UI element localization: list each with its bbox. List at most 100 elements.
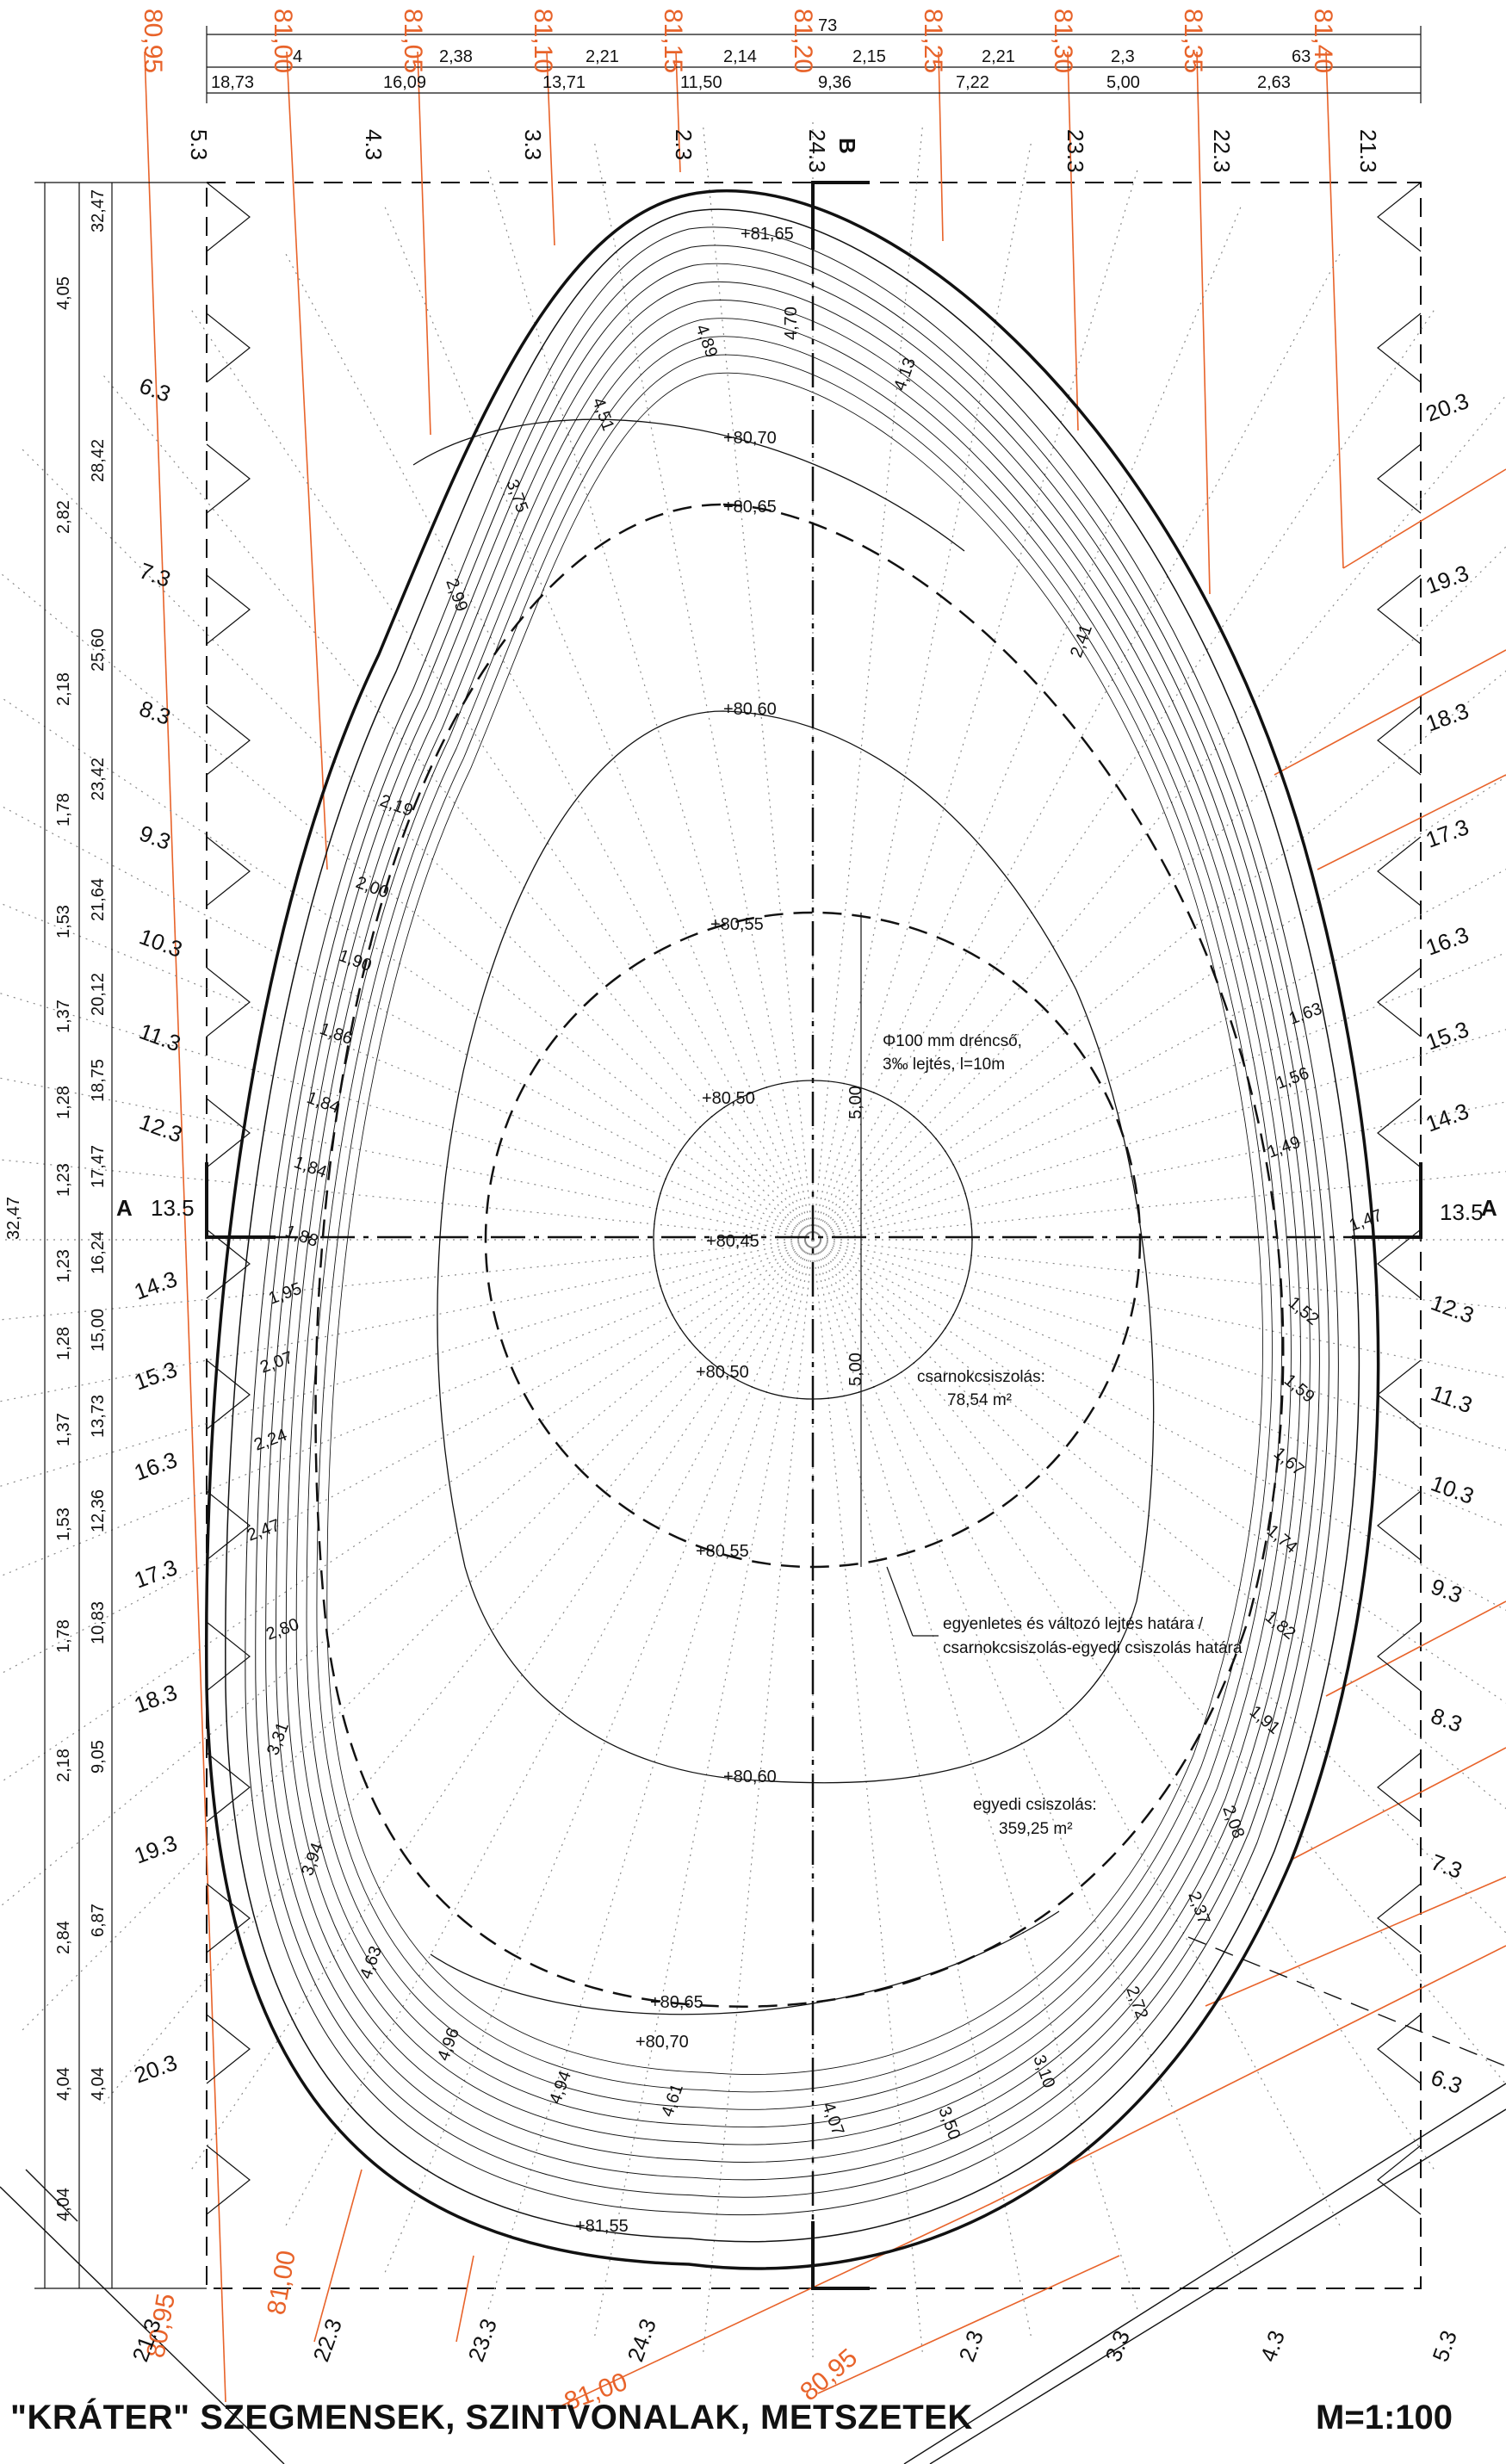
radial-ray bbox=[702, 1239, 814, 2354]
top-dimension-value: 2,63 bbox=[1257, 73, 1291, 92]
segment-tick-left bbox=[206, 967, 251, 1037]
right-segment-label: 20.3 bbox=[1422, 387, 1472, 427]
radial-ray bbox=[383, 205, 814, 1241]
left-dimension-value: 1,78 bbox=[54, 793, 73, 826]
right-segment-label: 17.3 bbox=[1422, 814, 1472, 853]
hall-area-label: csarnokcsiszolás: bbox=[917, 1368, 1045, 1386]
bottom-level-label: 81,00 bbox=[262, 2249, 301, 2318]
segment-tick-left bbox=[206, 836, 251, 907]
radial-depth-label: 1,88 bbox=[282, 1222, 320, 1251]
radial-depth-label: 4,07 bbox=[818, 2100, 847, 2138]
segment-tick-right bbox=[1377, 1098, 1422, 1168]
left-dimension-value: 4,04 bbox=[54, 2067, 73, 2101]
left-dimension-value: 2,18 bbox=[54, 1749, 73, 1782]
left-dimension-value: 1,53 bbox=[54, 905, 73, 938]
segment-tick-left bbox=[206, 1752, 251, 1823]
segment-tick-left bbox=[206, 1490, 251, 1561]
left-dimension-value: 21,64 bbox=[89, 878, 108, 921]
radial-ray bbox=[812, 1239, 1506, 1378]
top-level-label: 81,30 bbox=[1049, 9, 1077, 73]
bottom-segment-label: 3.3 bbox=[1100, 2327, 1135, 2365]
left-dimension-value: 2,18 bbox=[54, 672, 73, 706]
radial-ray bbox=[0, 1239, 814, 1577]
radial-ray bbox=[812, 308, 1435, 1241]
top-dimension-value: 63 bbox=[1292, 47, 1311, 66]
segment-tick-right bbox=[1377, 574, 1422, 645]
left-dimension-value: 4,04 bbox=[89, 2067, 108, 2101]
segment-tick-left bbox=[206, 182, 251, 252]
left-dimension-value: 1,53 bbox=[54, 1507, 73, 1541]
top-dimension-value: 11,50 bbox=[680, 73, 722, 92]
radial-ray bbox=[812, 1239, 1506, 1309]
segment-tick-right bbox=[1377, 182, 1422, 252]
radial-ray bbox=[812, 1171, 1506, 1241]
radial-depth-label: 1,86 bbox=[317, 1019, 355, 1049]
top-segment-label: 22.3 bbox=[1209, 129, 1235, 173]
crater-outer-outline-2 bbox=[225, 208, 1360, 2243]
segment-tick-left bbox=[206, 1098, 251, 1168]
radial-ray bbox=[812, 1239, 1342, 2227]
top-level-label: 81,20 bbox=[789, 9, 817, 73]
radial-ray bbox=[702, 126, 814, 1241]
radial-depth-label: 2,41 bbox=[1067, 622, 1096, 660]
radial-depth-label: 3,50 bbox=[934, 2104, 964, 2142]
dimension-500-lower: 5,00 bbox=[846, 1353, 865, 1386]
contour-ring bbox=[285, 300, 1301, 2145]
segment-tick-right bbox=[1377, 1490, 1422, 1561]
top-dimension-row2: 18,73 16,09 13,71 11,50 9,36 7,22 5,00 2,63 bbox=[211, 73, 1291, 92]
bottom-segment-label: 4.3 bbox=[1255, 2327, 1290, 2365]
right-segment-label: 16.3 bbox=[1422, 921, 1472, 961]
boundary-note-line1: egyenletes és változó lejtés határa / bbox=[943, 1615, 1204, 1633]
radial-ray bbox=[0, 572, 814, 1241]
radial-ray bbox=[812, 141, 1032, 1241]
contour-level-label: +80,60 bbox=[723, 700, 777, 719]
left-dimension-value: 20,12 bbox=[89, 973, 108, 1016]
bottom-level-label: 80,95 bbox=[795, 2343, 863, 2407]
left-dimension-value: 28,42 bbox=[89, 439, 108, 482]
radial-ray bbox=[812, 1239, 1243, 2275]
top-dimension-lines bbox=[206, 26, 1422, 103]
radial-depth-label: 1,84 bbox=[304, 1088, 342, 1117]
radial-ray bbox=[0, 1239, 814, 1675]
section-a-marker-left: A bbox=[116, 1162, 276, 1239]
radial-depth-labels-left: 2,192,001,901,861,841,841,881,952,072,24… bbox=[245, 791, 687, 2120]
top-dimension-value: 2,3 bbox=[1111, 47, 1135, 66]
radial-ray bbox=[812, 1239, 1435, 2171]
radial-ray bbox=[0, 1239, 814, 1784]
section-a-label-right: A bbox=[1481, 1195, 1497, 1221]
top-dimension-value: 18,73 bbox=[211, 73, 254, 92]
left-dimension-value: 1,37 bbox=[54, 1413, 73, 1446]
top-segment-label: 21.3 bbox=[1355, 129, 1381, 173]
radial-ray bbox=[0, 1239, 814, 1908]
radial-ray bbox=[0, 1159, 814, 1241]
bottom-segment-label: 2.3 bbox=[953, 2327, 989, 2365]
segment-tick-right bbox=[1377, 313, 1422, 383]
contour-ring bbox=[326, 372, 1263, 2075]
contour-level-label: +80,70 bbox=[635, 2033, 689, 2052]
section-a-marker-right: A bbox=[1352, 1162, 1497, 1239]
contour-ring bbox=[306, 336, 1282, 2110]
radial-depth-labels-right: 1,631,561,491,471,521,591,671,741,821,91… bbox=[818, 1000, 1385, 2143]
segment-tick-right bbox=[1377, 443, 1422, 514]
left-dimension-value: 23,42 bbox=[89, 758, 108, 801]
radial-depth-label: 3,94 bbox=[298, 1841, 327, 1879]
section-b-label-top: B bbox=[834, 138, 860, 154]
contour-level-label: +80,50 bbox=[702, 1089, 755, 1108]
radial-ray bbox=[812, 1029, 1506, 1241]
left-dimension-value: 13,73 bbox=[89, 1395, 108, 1438]
section-b-marker-top: B bbox=[811, 138, 870, 250]
left-segment-label: 7.3 bbox=[136, 557, 174, 592]
contour-ring bbox=[295, 318, 1292, 2128]
left-dimension-value: 1,28 bbox=[54, 1086, 73, 1119]
left-segment-label: 11.3 bbox=[136, 1018, 184, 1056]
drawing-labels: 80,95 81,00 81,05 81,10 81,15 81,20 81,25 81,30… bbox=[4, 9, 1484, 2417]
radial-depth-label: 2,80 bbox=[263, 1615, 301, 1644]
left-dimension-value: 25,60 bbox=[89, 628, 108, 672]
segment-tick-left bbox=[206, 443, 251, 514]
top-segment-label: 5.3 bbox=[186, 129, 212, 160]
dimension-500-upper: 5,00 bbox=[846, 1086, 865, 1119]
segment-tick-right bbox=[1377, 1359, 1422, 1430]
top-dimension-value: 7,22 bbox=[956, 73, 989, 92]
top-dimension-value: 13,71 bbox=[542, 73, 586, 92]
